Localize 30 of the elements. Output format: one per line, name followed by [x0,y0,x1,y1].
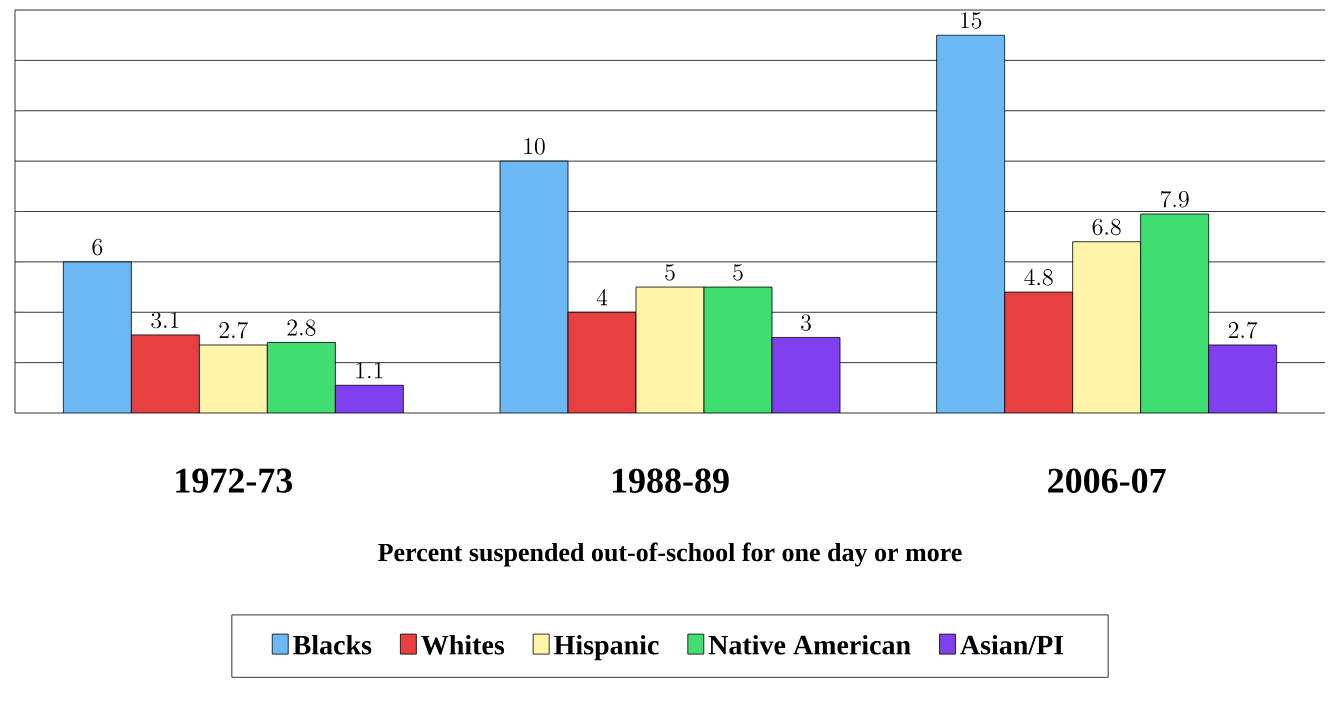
bar [703,286,773,414]
x-axis-title: Percent suspended out-of-school for one day or more [378,542,962,567]
data-label: 3 [801,314,811,331]
legend-label: Blacks [293,634,372,655]
legend-label: Whites [421,634,505,655]
data-label: 2.8 [287,319,316,336]
data-label: 1 . 1 [356,362,383,379]
data-label: 3. 1 [151,311,179,329]
bar [1208,344,1278,414]
data-label: 6.8 [1092,218,1121,236]
legend-label: Hispanic [554,634,659,661]
data-label: 2.7 [219,321,248,339]
data-label: 4 [596,289,608,306]
data-label: 6 [92,238,103,256]
data-label: 7.9 [1160,190,1189,208]
legend-label: Native American [708,634,911,655]
data-label: 2.7 [1228,321,1258,339]
data-label: 5 [665,264,675,281]
bar [266,342,336,414]
data-label: 4.8 [1024,268,1053,286]
x-tick-label: 1972-73 [176,468,293,493]
legend-label: Asian/PI [960,634,1064,655]
data-label: 10 [524,138,545,155]
bar [771,337,841,414]
data-label: 5 [733,264,743,281]
x-tick-label: 2006-07 [1048,468,1166,493]
data-label: 15 [961,12,982,29]
x-tick-label: 1988-89 [612,468,729,493]
bar [334,384,404,414]
bar [1140,213,1210,414]
